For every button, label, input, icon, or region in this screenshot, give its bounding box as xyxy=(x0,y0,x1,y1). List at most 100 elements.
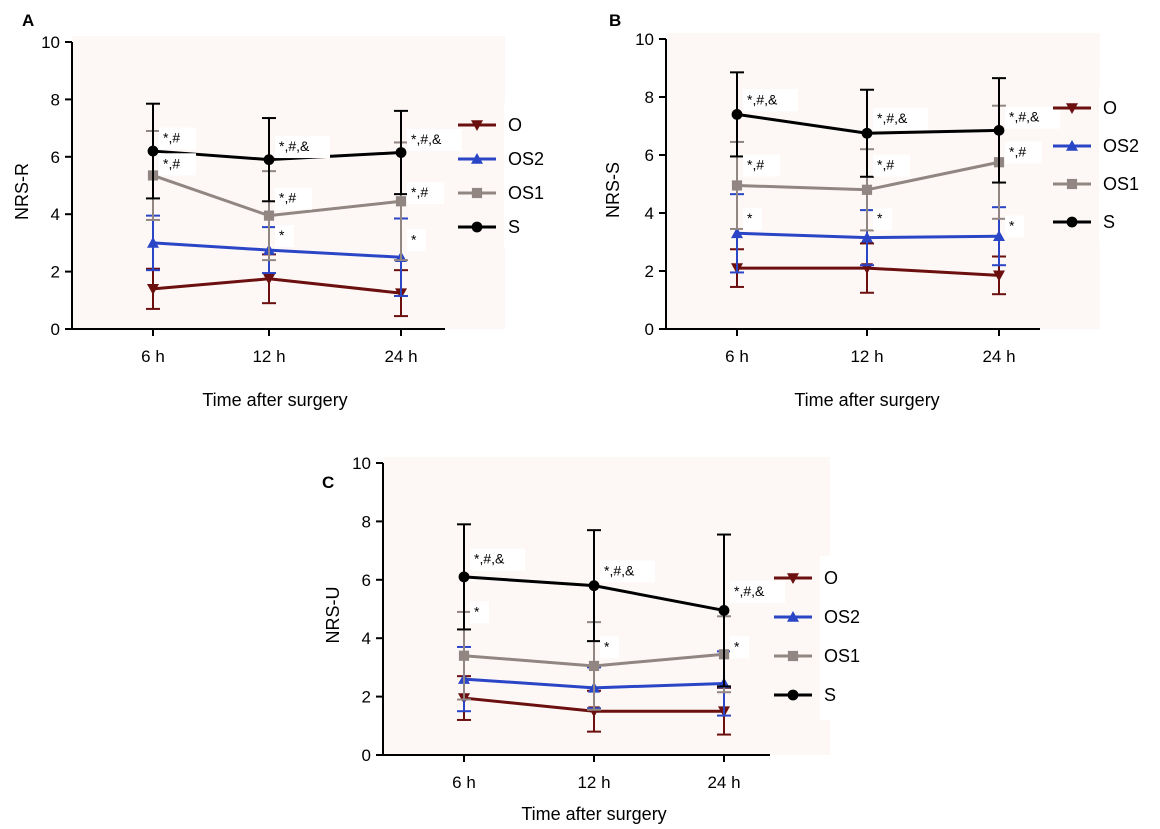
panel-c-os1-point xyxy=(588,660,600,672)
panel-b-os2-point xyxy=(993,230,1005,241)
panel-a-os1-point xyxy=(395,196,407,207)
panel-a-s-point xyxy=(395,147,407,158)
panel-a-y-tick-label: 0 xyxy=(51,320,60,339)
panel-a-annotation-bg xyxy=(275,136,330,159)
panel-c-legend-label: S xyxy=(824,685,836,705)
panel-a-y-tick-label: 6 xyxy=(51,148,60,167)
panel-b-x-tick-label: 12 h xyxy=(850,347,883,366)
panel-b-annotation-bg xyxy=(743,208,762,231)
panel-a-letter: A xyxy=(22,11,34,30)
panel-a-o-point xyxy=(263,273,275,285)
panel-a-legend-marker xyxy=(471,187,483,199)
panel-b-annotation: * xyxy=(1009,217,1015,233)
panel-c-annotation: * xyxy=(734,638,740,654)
panel-a-x-tick-label: 12 h xyxy=(252,347,285,366)
panel-b-legend: O OS2 OS1 S xyxy=(1053,86,1160,246)
panel-c-y-axis-title: NRS-U xyxy=(323,587,343,644)
panel-a-y-tick-label: 2 xyxy=(51,263,60,282)
panel-c-letter: C xyxy=(322,473,334,492)
panel-a-y-tick-label: 10 xyxy=(41,33,60,52)
panel-c-annotation-bg xyxy=(730,636,749,659)
panel-a-annotation: *,# xyxy=(279,190,296,206)
panel-b-legend-background xyxy=(1099,86,1160,246)
panel-a-os2-point xyxy=(147,236,159,248)
panel-c-x-axis-title: Time after surgery xyxy=(521,804,666,824)
panel-b-annotation: *,# xyxy=(1009,143,1026,159)
panel-a-legend-label: OS2 xyxy=(508,149,544,169)
panel-b-annotation: *,# xyxy=(747,157,764,173)
panel-b-annotation: *,#,& xyxy=(1009,109,1040,125)
panel-b-y-tick-label: 2 xyxy=(645,262,654,281)
panel-a-legend-marker xyxy=(471,221,483,233)
panel-a-os1-point xyxy=(263,210,275,221)
panel-c-legend-label: OS2 xyxy=(824,607,860,627)
panel-b-legend-label: OS2 xyxy=(1103,136,1139,156)
panel-c-y-tick-label: 6 xyxy=(362,571,371,590)
panel-a-s-point xyxy=(263,154,275,166)
panel-b-os2-point xyxy=(861,231,873,243)
panel-b-x-axis-title: Time after surgery xyxy=(794,390,939,410)
panel-c-annotation-bg xyxy=(470,601,489,624)
panel-a-x-tick-label: 6 h xyxy=(141,347,165,366)
panel-b-series-s xyxy=(730,71,1006,184)
panel-b-annotation-bg xyxy=(1005,215,1024,238)
panel-a-annotation: * xyxy=(411,231,417,247)
panel-b-legend-marker xyxy=(1066,178,1078,190)
panel-b-y-tick-label: 4 xyxy=(645,204,654,223)
panel-c-annotation-bg xyxy=(600,560,655,583)
panel-b-y-tick-label: 8 xyxy=(645,88,654,107)
panel-a-annotation-bg xyxy=(159,153,196,176)
panel-c-y-tick-label: 2 xyxy=(362,688,371,707)
panel-b-legend-marker xyxy=(1066,140,1078,151)
panel-a-annotation-bg xyxy=(275,225,294,248)
panel-b: B 0 2 4 6 8 10 6 h 12 h 24 h Time after surgery NRS… xyxy=(603,11,1160,410)
panel-b-legend-label: OS1 xyxy=(1103,174,1139,194)
panel-b-legend-marker xyxy=(1066,103,1078,114)
panel-a-annotation-bg xyxy=(275,187,312,210)
panel-c-legend-marker xyxy=(787,573,799,584)
panel-c-legend-label: O xyxy=(824,568,838,588)
panel-c-annotation: *,#,& xyxy=(604,562,635,578)
panel-b-annotation: *,#,& xyxy=(747,91,778,107)
panel-b-annotation-bg xyxy=(1005,141,1042,164)
panel-c-s-point xyxy=(718,605,730,616)
panel-a-legend-marker xyxy=(471,153,483,164)
panel-b-annotation: *,# xyxy=(877,157,894,173)
panel-b-annotation-bg xyxy=(743,89,798,112)
panel-b-annotation: * xyxy=(877,210,883,226)
panel-a-annotation: *,# xyxy=(163,155,180,171)
panel-c-x-tick-label: 12 h xyxy=(577,773,610,792)
panel-b-annotation: *,#,& xyxy=(877,110,908,126)
panel-b-annotation-bg xyxy=(1005,106,1060,129)
panel-a-legend-label: O xyxy=(508,115,522,135)
panel-c-annotation-bg xyxy=(470,548,525,571)
panel-c-x-tick-label: 24 h xyxy=(707,773,740,792)
panel-c-s-point xyxy=(458,571,470,583)
panel-a-legend: O OS2 OS1 S xyxy=(458,103,582,247)
panel-a-annotation-bg xyxy=(407,229,426,252)
panel-c-y-tick-label: 0 xyxy=(362,746,371,765)
panel-c-annotation-bg xyxy=(730,580,785,603)
panel-a-annotation-bg xyxy=(159,127,196,150)
panel-c-y-tick-label: 10 xyxy=(352,454,371,473)
panel-c-plot-background xyxy=(383,457,830,755)
panel-c-legend: O OS2 OS1 S xyxy=(774,556,898,720)
panel-a-x-tick-label: 24 h xyxy=(384,347,417,366)
panel-c-s-point xyxy=(588,580,600,592)
panel-b-os1-point xyxy=(731,180,743,191)
panel-a-y-axis-title: NRS-R xyxy=(12,163,32,220)
panel-b-legend-label: S xyxy=(1103,212,1115,232)
panel-b-y-tick-label: 0 xyxy=(645,320,654,339)
panel-a-annotation: *,#,& xyxy=(279,138,310,154)
panel-b-s-point xyxy=(731,109,743,120)
panel-b-y-axis-title: NRS-S xyxy=(603,162,623,218)
panel-c-annotation-bg xyxy=(600,636,619,659)
panel-c-os1-point xyxy=(458,650,470,661)
panel-a-x-axis-title: Time after surgery xyxy=(202,390,347,410)
panel-a-legend-label: S xyxy=(508,217,520,237)
panel-b-annotation-bg xyxy=(873,108,928,131)
panel-c-legend-marker xyxy=(787,650,799,662)
panel-a-y-tick-label: 8 xyxy=(51,90,60,109)
panel-a-annotation: * xyxy=(279,227,285,243)
